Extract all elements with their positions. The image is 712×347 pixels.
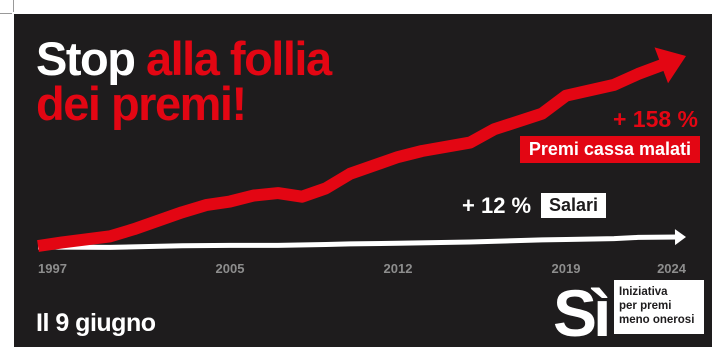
premiums-series-line: [37, 55, 674, 252]
si-logo-mark: Sì: [553, 276, 612, 340]
x-tick-label-2019: 2019: [552, 261, 581, 276]
wages-series-line: [37, 234, 680, 250]
x-tick-label-2005: 2005: [216, 261, 245, 276]
headline-red-line-2: dei premi!: [36, 77, 247, 130]
growth-line-chart: 1997 2005 2012 2019 2024: [37, 47, 687, 276]
wages-change-label: + 12 %: [462, 193, 532, 218]
wages-series-label: Salari: [541, 193, 607, 218]
premiums-change-label: + 158 %: [612, 106, 698, 132]
initiative-logo: Sì Iniziativa per premi meno onerosi: [552, 276, 706, 340]
headline: Stop alla follia dei premi!: [36, 35, 332, 127]
logo-text: Iniziativa per premi meno onerosi: [619, 286, 695, 326]
x-tick-label-1997: 1997: [38, 261, 67, 276]
campaign-poster: 1997 2005 2012 2019 2024 Stop alla follia de…: [14, 14, 712, 347]
premiums-series-arrowhead: [654, 47, 686, 84]
crop-mark-vertical: [13, 0, 14, 12]
x-tick-label-2024: 2024: [657, 261, 687, 276]
si-logo-text: Sì: [553, 276, 608, 340]
crop-mark-horizontal: [0, 13, 12, 14]
x-tick-label-2012: 2012: [384, 261, 413, 276]
vote-date: Il 9 giugno: [36, 309, 156, 337]
wages-series-arrowhead: [674, 229, 686, 246]
headline-red-part: alla follia: [145, 32, 332, 85]
premiums-series-label: Premi cassa malati: [519, 136, 700, 163]
headline-white-part: Stop: [36, 32, 146, 85]
logo-text-box: Iniziativa per premi meno onerosi: [614, 280, 704, 334]
